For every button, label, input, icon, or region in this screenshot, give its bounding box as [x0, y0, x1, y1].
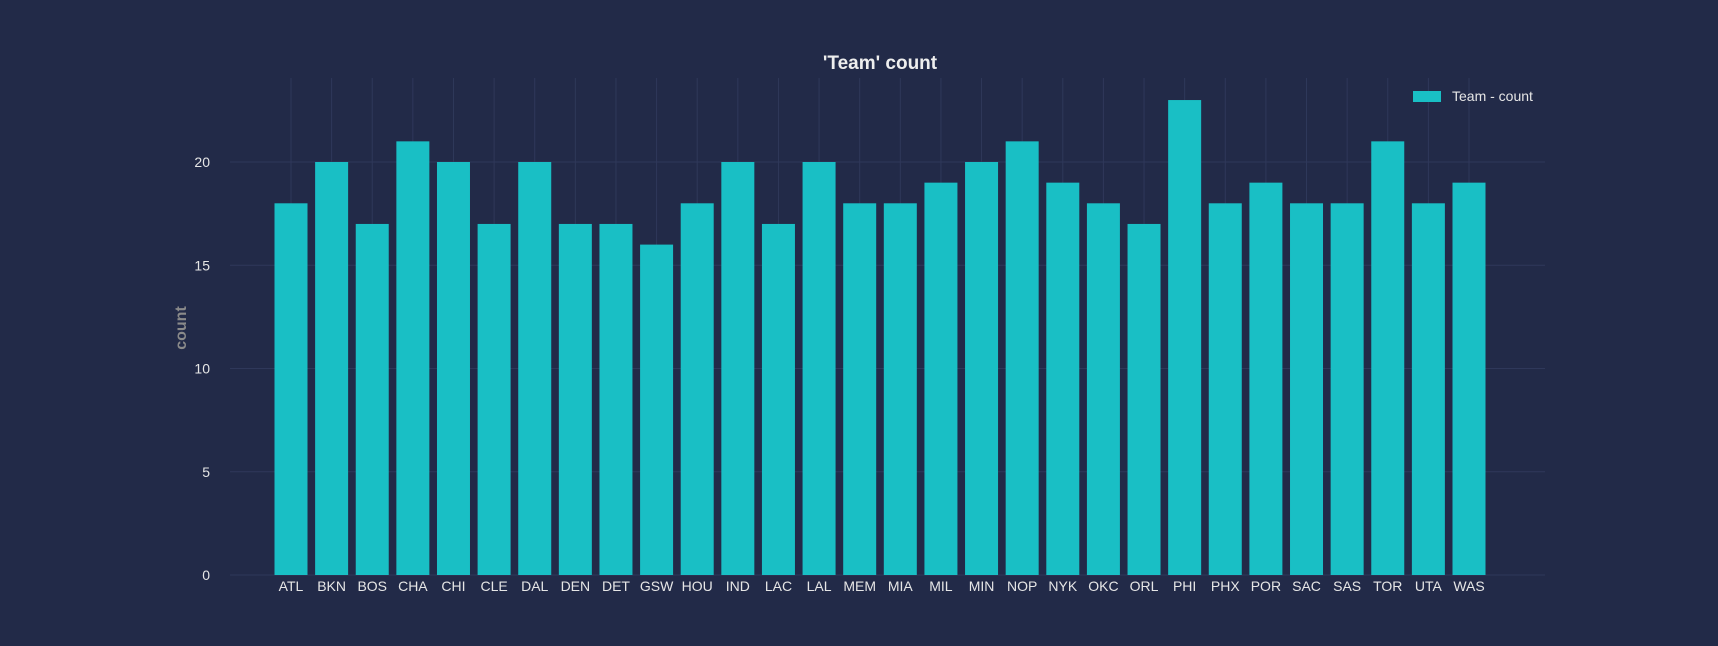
x-tick-label: MIA	[888, 578, 914, 594]
chart-title: 'Team' count	[823, 53, 938, 74]
x-tick-label: GSW	[640, 578, 674, 594]
y-axis-ticks: 0 5 10 15 20	[194, 154, 210, 583]
bar-gsw[interactable]	[640, 244, 674, 575]
x-tick-label: SAS	[1333, 578, 1361, 594]
bar-sac[interactable]	[1290, 203, 1324, 576]
bar-min[interactable]	[965, 162, 999, 575]
bar-lac[interactable]	[761, 223, 795, 575]
bar-por[interactable]	[1249, 182, 1283, 575]
bar-lal[interactable]	[802, 162, 836, 575]
bar-det[interactable]	[599, 223, 633, 575]
x-tick-label: LAC	[765, 578, 792, 594]
y-tick-label: 5	[202, 464, 210, 480]
y-tick-label: 10	[194, 361, 210, 377]
x-axis-ticks: ATL BKN BOS CHA CHI CLE DAL DEN DET GSW HOU IND LAC L…	[279, 578, 1485, 594]
bar-orl[interactable]	[1127, 223, 1161, 575]
x-tick-label: OKC	[1088, 578, 1118, 594]
y-tick-label: 15	[194, 257, 210, 273]
x-tick-label: WAS	[1453, 578, 1484, 594]
bar-dal[interactable]	[518, 162, 552, 575]
x-tick-label: MEM	[843, 578, 876, 594]
x-tick-label: CHA	[398, 578, 428, 594]
x-tick-label: PHI	[1173, 578, 1196, 594]
bar-den[interactable]	[558, 223, 592, 575]
x-tick-label: DAL	[521, 578, 548, 594]
x-tick-label: LAL	[807, 578, 832, 594]
bar-nyk[interactable]	[1046, 182, 1080, 575]
x-tick-label: MIN	[969, 578, 995, 594]
bars-layer	[274, 100, 1486, 576]
x-tick-label: NYK	[1048, 578, 1077, 594]
legend-swatch	[1413, 91, 1441, 102]
x-tick-label: DEN	[561, 578, 591, 594]
x-tick-label: HOU	[682, 578, 713, 594]
x-tick-label: IND	[726, 578, 750, 594]
x-tick-label: CHI	[441, 578, 465, 594]
bar-ind[interactable]	[721, 162, 755, 575]
bar-hou[interactable]	[680, 203, 714, 576]
bar-nop[interactable]	[1005, 141, 1039, 575]
bar-mil[interactable]	[924, 182, 958, 575]
bar-phx[interactable]	[1208, 203, 1242, 576]
bar-okc[interactable]	[1086, 203, 1120, 576]
bar-atl[interactable]	[274, 203, 308, 576]
y-tick-label: 20	[194, 154, 210, 170]
x-tick-label: CLE	[480, 578, 507, 594]
bar-phi[interactable]	[1168, 100, 1202, 576]
x-tick-label: TOR	[1373, 578, 1402, 594]
x-tick-label: BOS	[357, 578, 387, 594]
legend: Team - count	[1413, 88, 1533, 104]
x-tick-label: PHX	[1211, 578, 1240, 594]
x-tick-label: POR	[1251, 578, 1281, 594]
y-tick-label: 0	[202, 567, 210, 583]
bar-tor[interactable]	[1371, 141, 1405, 575]
x-tick-label: ATL	[279, 578, 304, 594]
bar-uta[interactable]	[1411, 203, 1445, 576]
x-tick-label: UTA	[1415, 578, 1443, 594]
x-tick-label: NOP	[1007, 578, 1037, 594]
x-tick-label: ORL	[1130, 578, 1159, 594]
bar-was[interactable]	[1452, 182, 1486, 575]
bar-mem[interactable]	[843, 203, 877, 576]
bar-cle[interactable]	[477, 223, 511, 575]
x-tick-label: DET	[602, 578, 630, 594]
x-tick-label: BKN	[317, 578, 346, 594]
x-tick-label: MIL	[929, 578, 953, 594]
bar-bos[interactable]	[355, 223, 389, 575]
bar-sas[interactable]	[1330, 203, 1364, 576]
bar-chi[interactable]	[436, 162, 470, 575]
bar-bkn[interactable]	[315, 162, 349, 575]
x-tick-label: SAC	[1292, 578, 1321, 594]
legend-label: Team - count	[1452, 88, 1533, 104]
y-axis-label: count	[173, 306, 190, 350]
bar-mia[interactable]	[883, 203, 917, 576]
bar-cha[interactable]	[396, 141, 430, 575]
